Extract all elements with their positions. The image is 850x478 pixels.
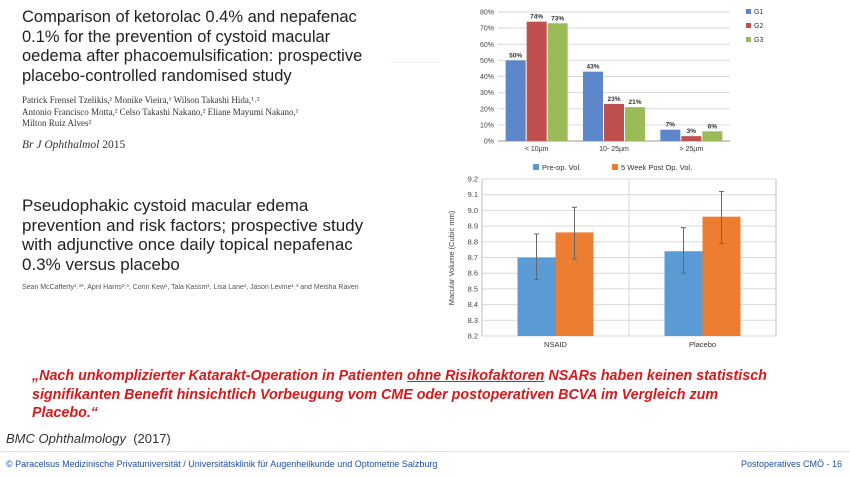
bar-g1 bbox=[505, 60, 526, 141]
chart-2-categories: NSAID Placebo bbox=[544, 340, 716, 349]
y-tick-label: 8.4 bbox=[468, 300, 478, 309]
y-tick-label: 9.0 bbox=[468, 206, 478, 215]
y-tick-label: 70% bbox=[480, 26, 494, 33]
y-tick-label: 8.3 bbox=[468, 316, 478, 325]
chart-macular-volume: 8.2 8.3 8.4 8.5 8.6 8.7 8.8 8.9 9.0 9.1 9.2 NSAID P… bbox=[447, 163, 777, 349]
data-label: 73% bbox=[551, 15, 564, 22]
legend-label: G1 bbox=[754, 9, 763, 16]
legend-swatch bbox=[746, 23, 751, 28]
quote-part-2: NSARs haben keinen statistisch signifika… bbox=[32, 368, 767, 421]
chart-1-bars bbox=[505, 21, 723, 142]
quote-part-1: „Nach unkomplizierter Katarakt-Operation… bbox=[32, 368, 407, 384]
paper-1-authors: Patrick Frensel Tzelikis,¹ Monike Vieira… bbox=[22, 95, 392, 130]
paper-1-year: 2015 bbox=[102, 138, 126, 151]
y-tick-label: 60% bbox=[480, 42, 494, 49]
y-tick-label: 20% bbox=[480, 106, 494, 113]
chart-2-y-axis-label: Macular Volume (Cubic mm) bbox=[447, 210, 456, 305]
y-tick-label: 50% bbox=[480, 58, 494, 65]
source-citation: BMC Ophthalmology (2017) bbox=[6, 431, 171, 446]
footer-slide-number: Postoperatives CMÖ - 16 bbox=[740, 459, 842, 469]
y-tick-label: 0% bbox=[484, 139, 494, 146]
paper-1-authors-line-1: Patrick Frensel Tzelikis,¹ Monike Vieira… bbox=[22, 95, 260, 105]
y-tick-label: 8.7 bbox=[468, 253, 478, 262]
y-tick-label: 8.9 bbox=[468, 222, 478, 231]
y-tick-label: 80% bbox=[480, 10, 494, 17]
paper-1-journal: Br J Ophthalmol bbox=[22, 138, 100, 151]
paper-2-title: Pseudophakic cystoid macular edema preve… bbox=[22, 196, 364, 274]
footer-copyright: © Paracelsus Medizinische Privatuniversi… bbox=[6, 459, 438, 469]
legend-label: 5 Week Post Op. Vol. bbox=[621, 163, 692, 172]
y-tick-label: 9.2 bbox=[468, 175, 478, 184]
y-tick-label: 10% bbox=[480, 122, 494, 129]
chart-1-data-labels: 50% 74% 73% 43% 23% 21% 7% 3% 6% bbox=[509, 14, 717, 135]
bar-g3 bbox=[625, 107, 645, 141]
bar-g3 bbox=[547, 23, 568, 142]
conclusion-quote: „Nach unkomplizierter Katarakt-Operation… bbox=[32, 367, 772, 423]
category-label: NSAID bbox=[544, 340, 568, 349]
legend-swatch bbox=[612, 164, 618, 170]
quote-underlined-phrase: ohne Risikofaktoren bbox=[406, 368, 545, 384]
legend-label: G3 bbox=[754, 37, 763, 44]
bar-g1 bbox=[660, 129, 681, 141]
y-tick-label: 8.5 bbox=[468, 284, 478, 293]
category-label: > 25µm bbox=[679, 146, 703, 153]
category-label: < 10µm bbox=[525, 146, 549, 153]
paper-1-authors-line-2: Antonio Francisco Motta,² Celso Takashi … bbox=[22, 106, 299, 117]
y-tick-label: 8.8 bbox=[468, 237, 478, 246]
paper-1-title: Comparison of ketorolac 0.4% and nepafen… bbox=[22, 8, 363, 85]
legend-swatch bbox=[746, 9, 751, 14]
data-label: 50% bbox=[509, 52, 522, 59]
chart-1-categories: < 10µm 10- 25µm > 25µm bbox=[525, 146, 704, 153]
data-label: 21% bbox=[628, 99, 641, 106]
y-tick-label: 40% bbox=[480, 74, 494, 81]
chart-1-y-ticks: 0% 10% 20% 30% 40% 50% 60% 70% 80% bbox=[480, 10, 494, 146]
source-year: (2017) bbox=[133, 431, 171, 446]
paper-1-header: Comparison of ketorolac 0.4% and nepafen… bbox=[22, 8, 392, 178]
legend-label: Pre-op. Vol. bbox=[542, 163, 581, 172]
legend-label: G2 bbox=[754, 23, 763, 30]
legend-swatch bbox=[533, 164, 539, 170]
chart-2-legend: Pre-op. Vol. 5 Week Post Op. Vol. bbox=[533, 163, 692, 172]
chart-2-bars bbox=[517, 216, 741, 336]
y-tick-label: 30% bbox=[480, 90, 494, 97]
data-label: 6% bbox=[708, 123, 718, 130]
bar-g2 bbox=[681, 136, 702, 141]
data-label: 3% bbox=[687, 128, 697, 135]
chart-2-error-bars bbox=[534, 191, 724, 280]
y-tick-label: 8.6 bbox=[468, 269, 478, 278]
paper-1-citation: Br J Ophthalmol 2015 bbox=[22, 139, 392, 151]
chart-2-y-ticks: 8.2 8.3 8.4 8.5 8.6 8.7 8.8 8.9 9.0 9.1 9.2 bbox=[468, 175, 478, 341]
divider-line bbox=[390, 62, 440, 63]
data-label: 7% bbox=[666, 122, 676, 129]
paper-1-authors-line-3: Milton Ruiz Alves² bbox=[22, 118, 92, 128]
y-tick-label: 9.1 bbox=[468, 190, 478, 199]
chart-1-legend: G1 G2 G3 bbox=[746, 9, 763, 44]
source-journal: BMC Ophthalmology bbox=[6, 431, 126, 446]
legend-swatch bbox=[746, 37, 751, 42]
paper-2-header: Pseudophakic cystoid macular edema preve… bbox=[22, 196, 392, 308]
category-label: Placebo bbox=[689, 340, 716, 349]
category-label: 10- 25µm bbox=[599, 146, 629, 153]
bar-g1 bbox=[583, 71, 603, 141]
data-label: 43% bbox=[586, 64, 599, 71]
data-label: 23% bbox=[607, 96, 620, 103]
y-tick-label: 8.2 bbox=[468, 332, 478, 341]
footer-divider bbox=[0, 451, 850, 452]
data-label: 74% bbox=[530, 14, 543, 21]
chart-cme-thickness-by-group: 0% 10% 20% 30% 40% 50% 60% 70% 80% 50% 74% 73% 43% 2… bbox=[480, 9, 763, 153]
paper-2-authors: Sean McCafferty¹˒³*, April Harris²˒³, Co… bbox=[22, 284, 359, 291]
bar-g2 bbox=[604, 103, 624, 141]
bar-g3 bbox=[702, 131, 723, 141]
bar-g2 bbox=[526, 21, 547, 141]
